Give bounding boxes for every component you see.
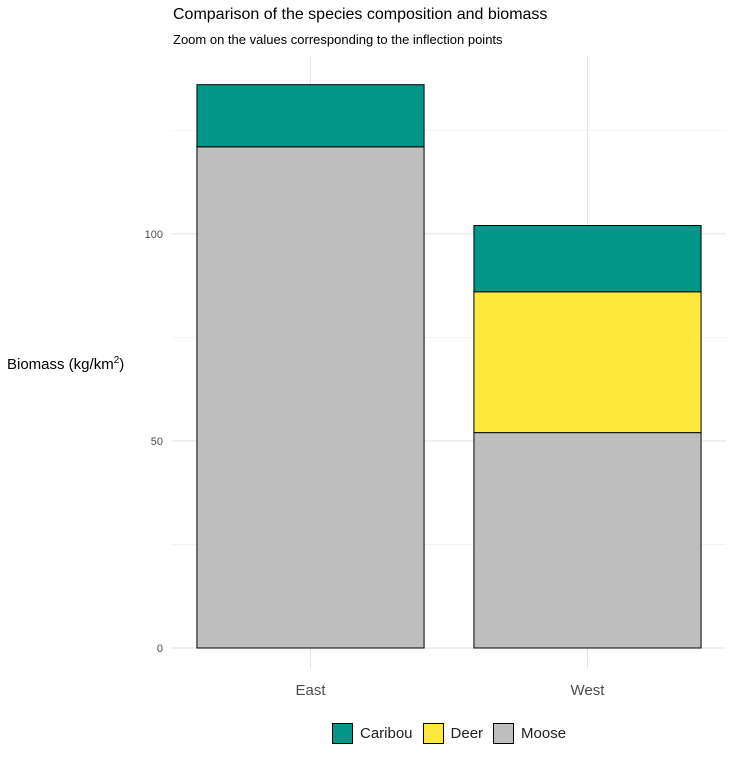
legend-swatch-caribou [332,722,353,744]
y-axis-label: Biomass (kg/km2) [7,355,124,373]
y-tick-label: 50 [151,436,163,448]
bar-caribou-east [196,84,425,148]
legend-item-moose: Moose [493,722,567,744]
chart-title: Comparison of the species composition an… [173,6,548,23]
bar-moose-east [196,146,425,649]
bar-moose-west [473,432,702,649]
x-tick-label: East [295,682,326,699]
legend-label-moose: Moose [521,724,567,742]
y-axis-label-exponent: 2 [113,355,120,366]
y-tick-label: 100 [145,229,163,241]
legend-swatch-deer [422,722,444,744]
x-tick-label: West [571,682,606,699]
y-axis-label-close: ) [119,356,125,373]
legend-item-caribou: Caribou [332,722,413,744]
legend-swatch-moose [493,722,515,744]
y-axis-label-text: Biomass (kg/km [7,356,114,373]
legend-item-deer: Deer [422,722,484,744]
legend-label-deer: Deer [450,724,484,742]
y-tick-label: 0 [157,643,163,655]
chart-subtitle: Zoom on the values corresponding to the … [173,32,503,47]
bar-caribou-west [473,225,702,293]
bar-deer-west [473,291,702,434]
legend-label-caribou: Caribou [360,724,413,742]
legend: Caribou Deer Moose [332,720,576,746]
